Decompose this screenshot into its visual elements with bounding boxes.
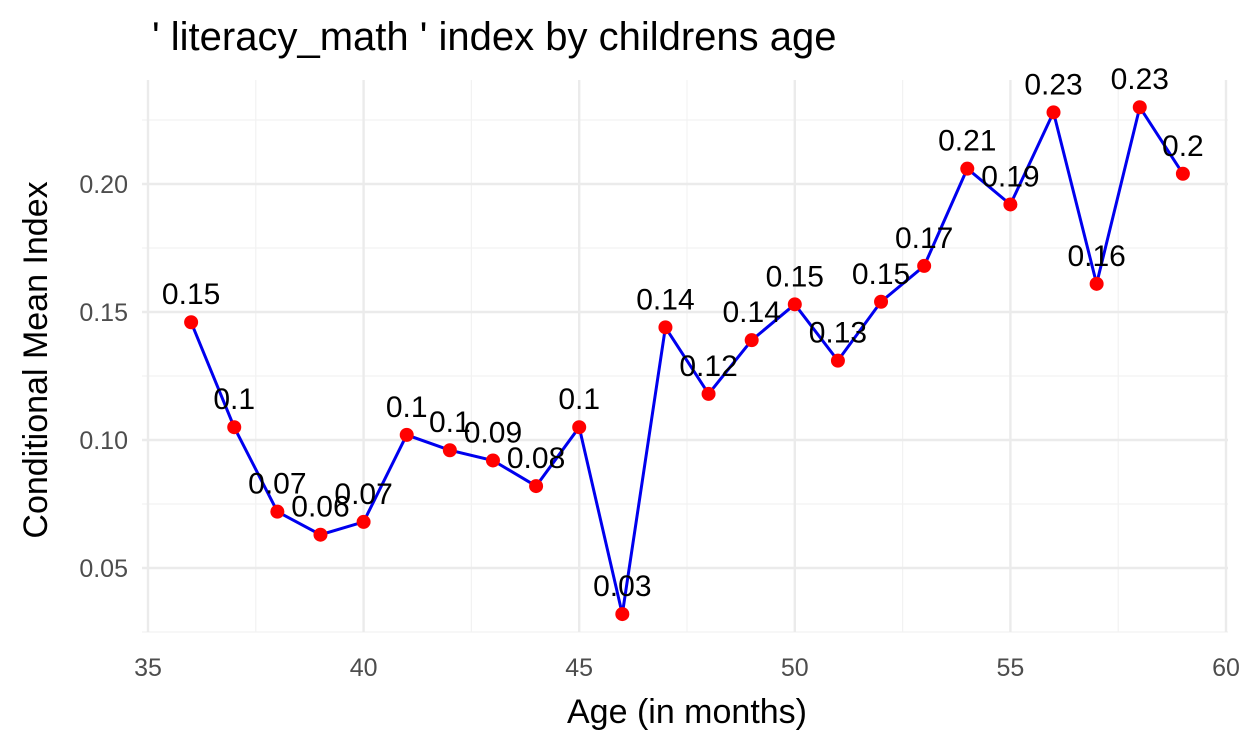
x-tick-label: 50 — [781, 654, 809, 682]
x-axis-ticks: 35 40 45 50 55 60 — [134, 654, 1240, 682]
data-label: 0.1 — [213, 383, 255, 416]
minor-gridlines — [142, 80, 1228, 633]
data-point — [227, 420, 242, 435]
data-label: 0.19 — [981, 160, 1039, 193]
data-point — [787, 297, 802, 312]
data-point — [442, 443, 457, 458]
data-point — [615, 607, 630, 622]
data-label: 0.15 — [852, 258, 910, 291]
data-point — [830, 353, 845, 368]
data-points — [184, 100, 1190, 622]
data-label: 0.16 — [1067, 240, 1125, 273]
x-axis-title: Age (in months) — [567, 693, 807, 731]
data-label: 0.07 — [248, 468, 306, 501]
y-tick-label: 0.10 — [79, 427, 128, 455]
data-label: 0.1 — [386, 391, 428, 424]
major-gridlines — [142, 80, 1228, 632]
data-label: 0.23 — [1111, 63, 1169, 96]
data-point — [313, 527, 328, 542]
data-label: 0.12 — [679, 350, 737, 383]
data-label: 0.09 — [464, 416, 522, 449]
data-point — [917, 258, 932, 273]
y-axis-title: Conditional Mean Index — [17, 181, 55, 538]
data-label: 0.1 — [558, 383, 600, 416]
data-labels: 0.150.10.070.060.070.1 0.10.090.080.10.03… — [162, 63, 1204, 603]
data-label: 0.13 — [809, 317, 867, 350]
x-tick-label: 40 — [350, 654, 378, 682]
data-point — [270, 504, 285, 519]
data-point — [744, 333, 759, 348]
data-label: 0.03 — [593, 570, 651, 603]
data-label: 0.21 — [938, 125, 996, 158]
data-point — [529, 479, 544, 494]
data-point — [1089, 276, 1104, 291]
data-label: 0.14 — [722, 296, 780, 329]
data-label: 0.2 — [1162, 130, 1204, 163]
y-tick-label: 0.20 — [79, 171, 128, 199]
data-label: 0.1 — [429, 406, 471, 439]
x-tick-label: 60 — [1212, 654, 1240, 682]
data-point — [874, 294, 889, 309]
x-tick-label: 35 — [134, 654, 162, 682]
data-point — [1175, 166, 1190, 181]
data-label: 0.06 — [291, 491, 349, 524]
data-label: 0.15 — [766, 260, 824, 293]
x-tick-label: 45 — [565, 654, 593, 682]
data-point — [184, 315, 199, 330]
data-point — [1046, 105, 1061, 120]
data-point — [572, 420, 587, 435]
data-point — [356, 514, 371, 529]
data-label: 0.07 — [334, 478, 392, 511]
data-point — [1003, 197, 1018, 212]
data-label: 0.14 — [636, 283, 694, 316]
y-axis-ticks: 0.05 0.10 0.15 0.20 — [79, 171, 128, 583]
data-label: 0.23 — [1024, 68, 1082, 101]
data-point — [701, 386, 716, 401]
data-point — [658, 320, 673, 335]
data-point — [399, 427, 414, 442]
data-point — [960, 161, 975, 176]
y-tick-label: 0.05 — [79, 555, 128, 583]
data-point — [1132, 100, 1147, 115]
x-tick-label: 55 — [996, 654, 1024, 682]
data-label: 0.15 — [162, 278, 220, 311]
series-line — [189, 103, 1185, 615]
chart-title: ' literacy_math ' index by childrens age — [152, 15, 837, 59]
data-label: 0.17 — [895, 222, 953, 255]
data-label: 0.08 — [507, 442, 565, 475]
data-point — [485, 453, 500, 468]
y-tick-label: 0.15 — [79, 299, 128, 327]
